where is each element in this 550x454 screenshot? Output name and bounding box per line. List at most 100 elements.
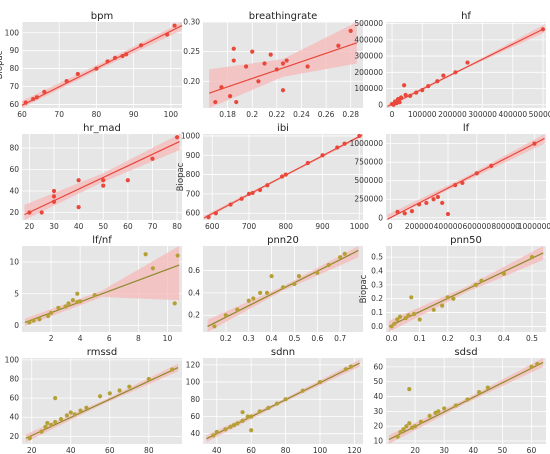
x-tick-label: 30 (439, 446, 449, 454)
data-point (431, 307, 436, 312)
data-point (43, 424, 48, 429)
data-point (280, 88, 286, 93)
data-point (146, 376, 151, 382)
x-tick-label: 1000 (350, 222, 369, 231)
data-point (284, 58, 289, 63)
x-tick-label: 700 (242, 222, 257, 231)
x-tick-label: 900 (315, 222, 330, 231)
y-tick-label: 500000 (354, 19, 383, 28)
x-tick-label: 0.24 (293, 110, 310, 119)
x-tick-label: 90 (129, 110, 139, 119)
data-point (165, 32, 170, 37)
data-point (257, 187, 263, 193)
data-point (485, 385, 490, 390)
panel-title: sdsd (454, 347, 477, 358)
data-point (412, 424, 418, 429)
data-point (125, 178, 130, 183)
data-point (206, 215, 211, 220)
data-point (427, 413, 432, 418)
data-point (265, 183, 270, 188)
y-tick-label: 0 (378, 213, 383, 222)
x-tick-label: 50 (498, 446, 508, 454)
data-point (426, 83, 431, 89)
regression-line (387, 137, 545, 220)
data-point (441, 73, 446, 78)
y-tick-label: 60 (373, 362, 383, 371)
data-point (501, 271, 506, 276)
data-point (406, 313, 411, 318)
data-point (315, 270, 320, 275)
data-point (27, 320, 32, 325)
data-point (213, 211, 218, 216)
y-axis-label: Biopac (359, 274, 369, 303)
data-point (445, 295, 450, 300)
data-point (465, 397, 470, 402)
y-tick-label: 100 (5, 28, 20, 37)
data-point (112, 55, 118, 60)
y-tick-label: 1000000 (350, 139, 384, 148)
data-point (489, 163, 494, 168)
data-point (418, 419, 424, 424)
data-point (53, 396, 58, 401)
data-point (411, 311, 417, 317)
regression-line (21, 25, 183, 106)
data-point (335, 145, 340, 150)
data-point (27, 436, 32, 441)
data-point (251, 296, 256, 301)
panel-title: bpm (91, 11, 113, 22)
x-tick-label: 600000 (462, 222, 491, 231)
panel-title: lf/nf (92, 235, 112, 246)
y-tick-label: 60 (190, 412, 200, 421)
y-tick-label: 0.6 (188, 266, 200, 275)
y-tick-label: 40 (373, 392, 383, 401)
data-point (211, 433, 216, 438)
data-point (42, 89, 47, 94)
data-point (75, 71, 80, 77)
y-tick-label: 0.2 (371, 294, 383, 303)
data-point (296, 274, 302, 279)
data-point (39, 210, 44, 215)
data-point (150, 266, 156, 271)
x-tick-label: 60 (105, 446, 115, 454)
data-point (403, 316, 408, 321)
data-point (51, 194, 57, 199)
y-tick-label: 80 (9, 143, 19, 152)
data-point (175, 253, 180, 258)
data-point (403, 92, 408, 98)
data-point (280, 61, 286, 66)
y-tick-label: 120 (186, 360, 201, 369)
data-point (445, 211, 451, 217)
x-tick-label: 60 (527, 446, 537, 454)
data-point (231, 422, 237, 428)
x-tick-label: 200000 (438, 110, 467, 119)
x-tick-label: 80 (144, 446, 154, 454)
y-tick-label: 1000 (181, 131, 200, 140)
x-tick-label: 400000 (498, 110, 527, 119)
data-point (243, 64, 249, 69)
data-point (398, 430, 403, 435)
y-tick-label: 0.20 (183, 77, 200, 86)
data-point (274, 401, 280, 406)
data-point (58, 417, 64, 422)
x-tick-label: 4 (78, 334, 83, 343)
data-point (228, 424, 233, 429)
confidence-band (24, 134, 180, 220)
x-tick-label: 0.18 (219, 110, 236, 119)
x-tick-label: 100 (164, 110, 179, 119)
x-tick-label: 8 (136, 334, 141, 343)
regression-line (387, 27, 545, 107)
data-point (283, 172, 288, 177)
y-tick-label: 500000 (354, 176, 383, 185)
data-point (150, 156, 155, 161)
x-tick-label: 0.6 (311, 334, 323, 343)
data-point (234, 99, 239, 105)
regression-line (24, 140, 180, 216)
panel-title: pnn50 (450, 235, 482, 246)
data-point (402, 83, 407, 88)
panel-title: sdnn (271, 347, 295, 358)
data-point (465, 60, 470, 65)
